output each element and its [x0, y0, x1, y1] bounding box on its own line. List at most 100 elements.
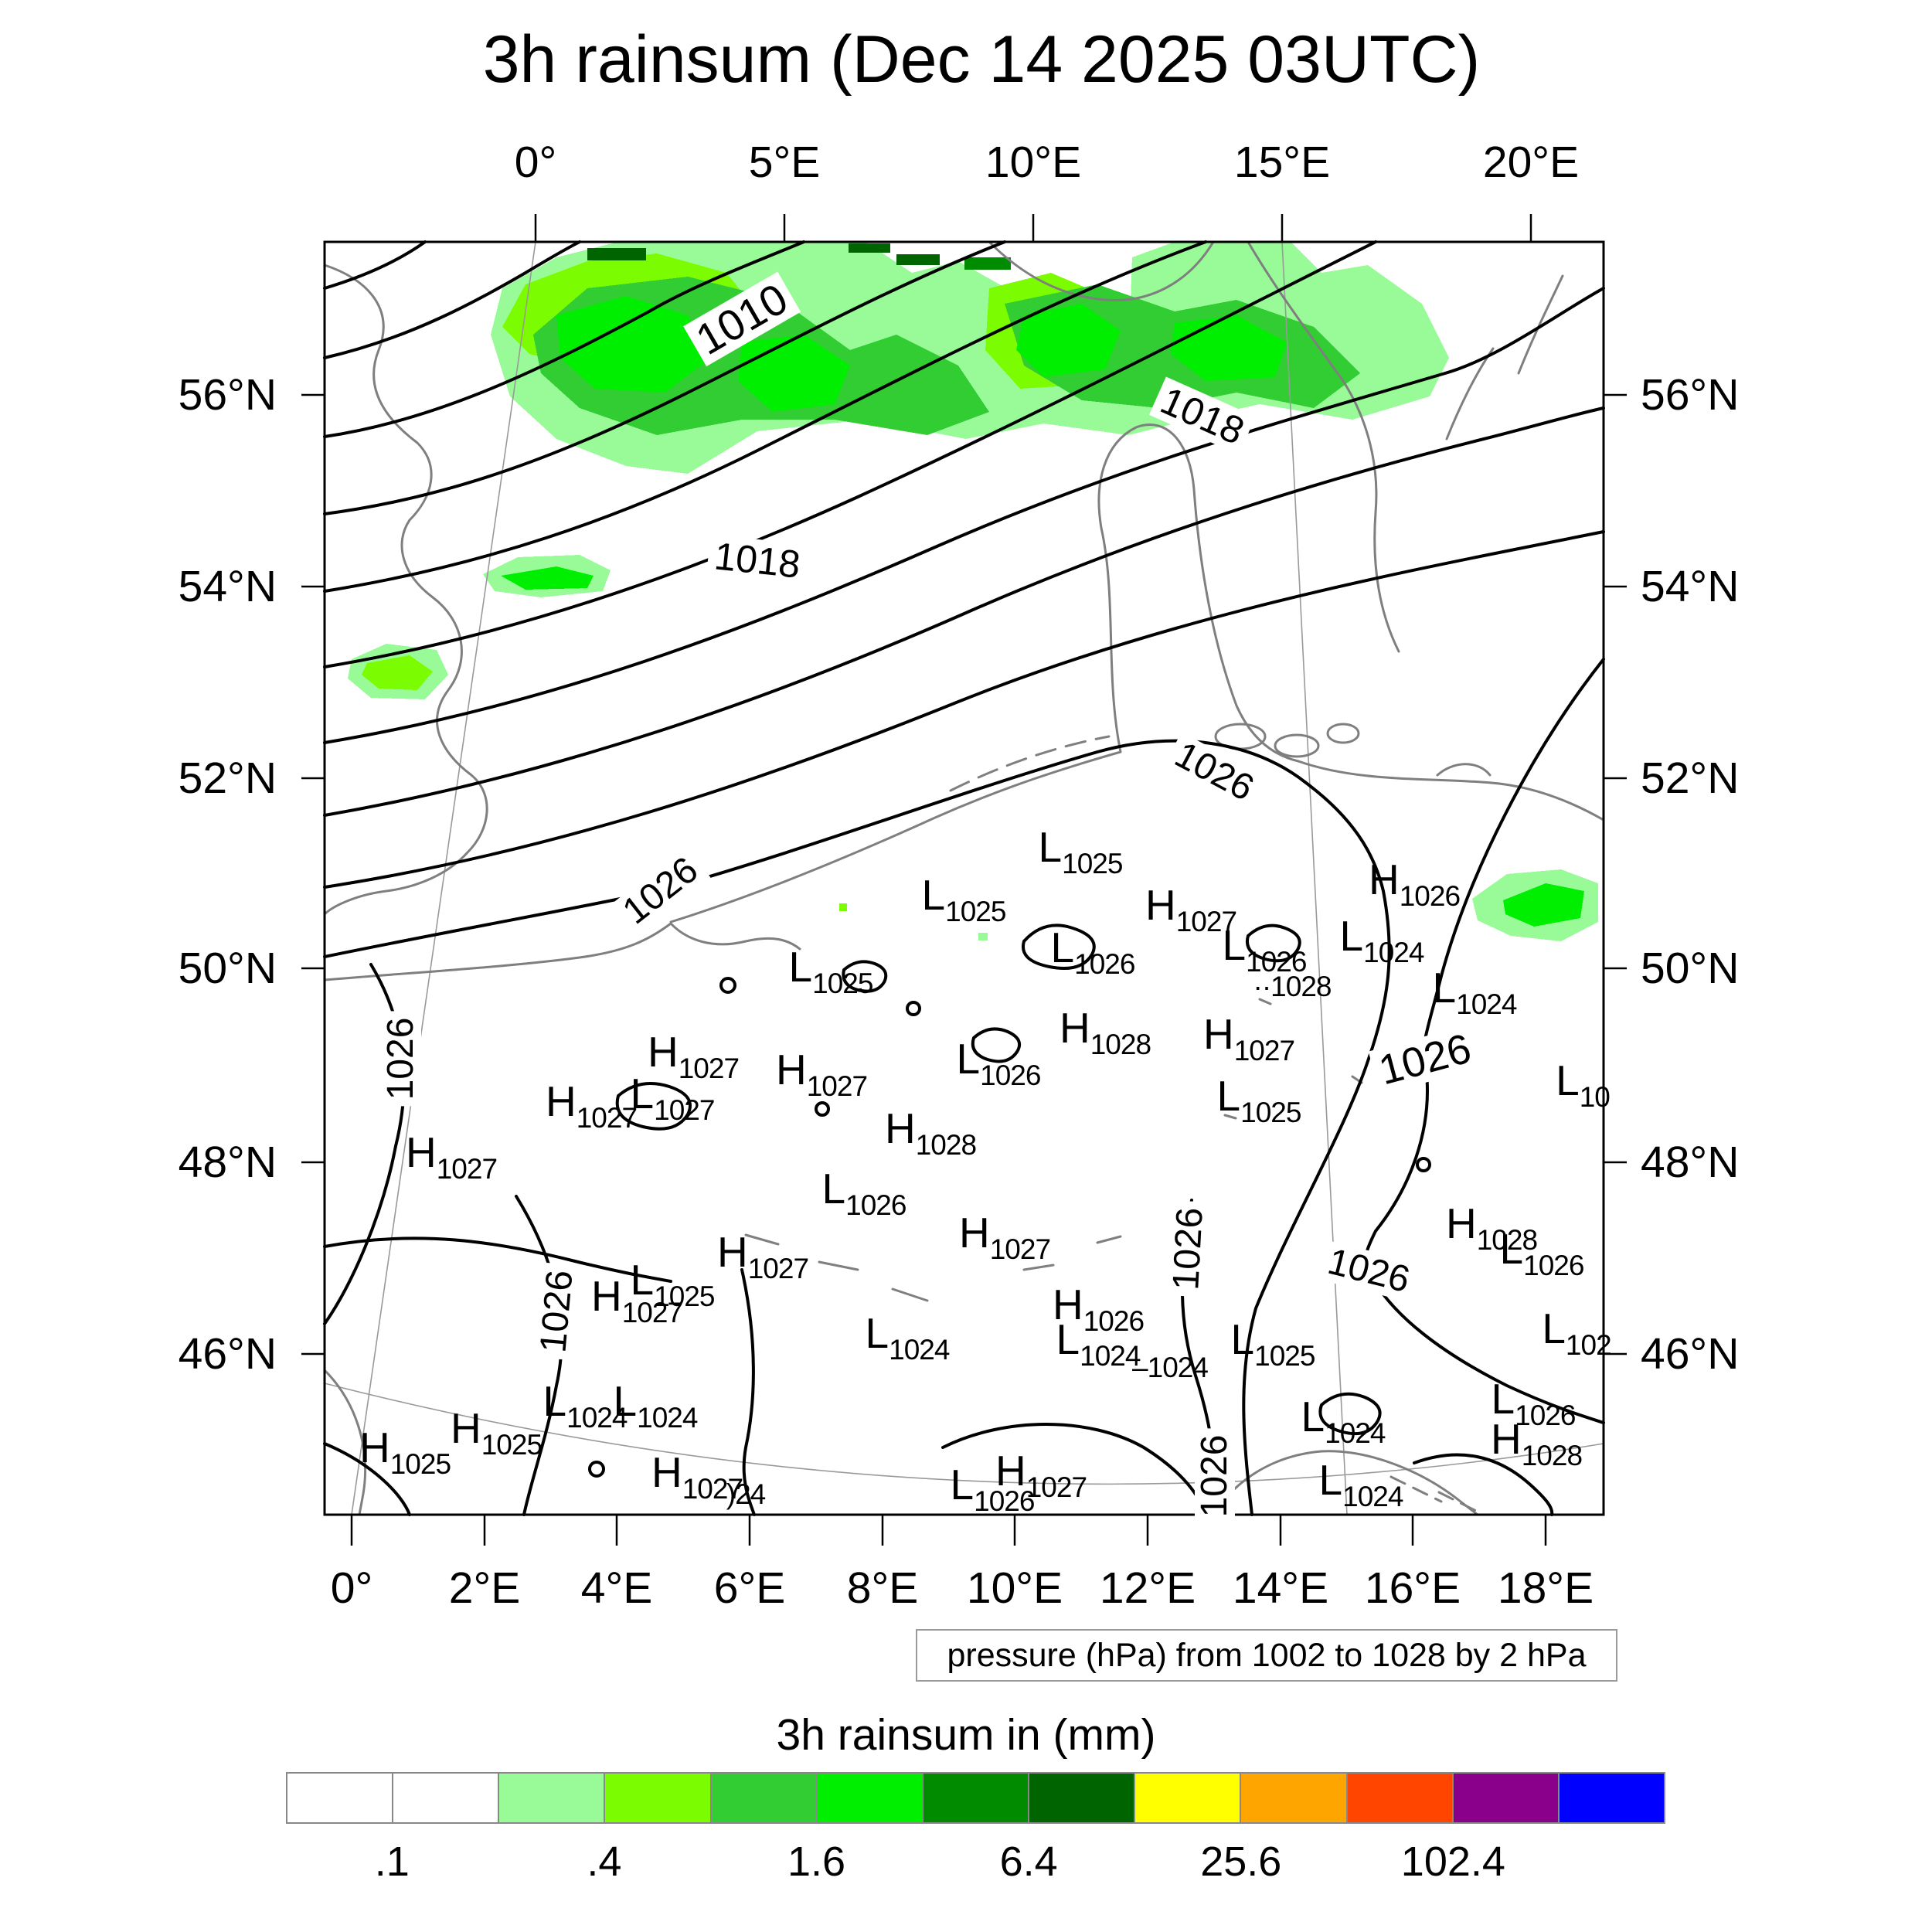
pressure-marker-letter: H — [1145, 881, 1176, 930]
pressure-marker-value: 1027 — [1175, 906, 1237, 938]
pressure-marker-letter: L — [821, 1165, 846, 1213]
pressure-marker-letter: H — [647, 1028, 679, 1077]
axis-tick-label: 52°N — [1641, 753, 1740, 803]
pressure-marker-value: 1026 — [980, 1060, 1041, 1092]
axis-tick-label: 54°N — [1641, 562, 1740, 611]
lake-alps — [1096, 1235, 1122, 1244]
pressure-marker-value: 1028 — [1521, 1440, 1583, 1472]
pressure-marker-L1025: L1025 — [1231, 1318, 1316, 1372]
map-graphics — [301, 214, 1627, 1546]
pressure-marker-letter: H — [359, 1423, 390, 1472]
pressure-marker-letter: L — [1318, 1456, 1343, 1505]
coast-jutland — [1097, 423, 1300, 763]
pressure-marker-letter: L — [613, 1377, 638, 1426]
pressure-marker-letter: L — [1216, 1072, 1241, 1121]
pressure-marker-H1027: H1027 — [647, 1028, 740, 1083]
contour-8E-branch — [740, 1268, 756, 1516]
pressure-caption-box: pressure (hPa) from 1002 to 1028 by 2 hP… — [916, 1629, 1617, 1682]
contour-cell — [842, 960, 888, 993]
axis-tick-label: 0° — [330, 1563, 373, 1613]
pressure-marker-value: 1024 — [1080, 1340, 1141, 1372]
pressure-marker-letter: H — [1368, 855, 1400, 904]
coast-adriatic — [1212, 1450, 1479, 1516]
axis-tick-label: 12°E — [1099, 1563, 1196, 1613]
pressure-marker-letter: L — [1038, 823, 1063, 872]
pressure-marker-value: 1028 — [1090, 1029, 1151, 1061]
coast-gotland — [1517, 274, 1564, 375]
pressure-marker-value: 1024 — [1363, 937, 1424, 969]
pressure-marker-H1028: H1028 — [1060, 1007, 1151, 1061]
axis-tick-label: 15°E — [1233, 138, 1331, 187]
colorbar-tick-label: 25.6 — [1200, 1838, 1282, 1885]
contour-label-1026: 1026 — [1162, 732, 1266, 812]
pressure-marker-H1027: H1027 — [995, 1450, 1087, 1502]
contour-france-branch — [515, 1195, 563, 1516]
axis-tick-label: 54°N — [178, 562, 277, 611]
colorbar — [286, 1772, 1665, 1824]
axis-tick-label: 48°N — [178, 1138, 277, 1187]
pressure-marker-letter: L — [921, 871, 946, 920]
pressure-marker-value: 1025 — [1062, 848, 1123, 880]
pressure-marker-letter: L — [1432, 964, 1457, 1012]
pressure-marker-letter: L — [1222, 921, 1247, 970]
colorbar-tick-label: 6.4 — [999, 1838, 1058, 1885]
contour-dot — [1416, 1157, 1431, 1172]
coast-biscay — [323, 1369, 366, 1516]
pressure-marker-H1028: H1028 — [1446, 1202, 1538, 1257]
pressure-marker-letter: H — [651, 1448, 682, 1497]
colorbar-cell-4 — [711, 1774, 818, 1822]
axis-tick-label: 6°E — [713, 1563, 786, 1613]
coast-normandy — [669, 922, 801, 951]
pressure-marker-value: 1026 — [974, 1485, 1035, 1518]
colorbar-tick-label: 1.6 — [787, 1838, 846, 1885]
pressure-marker-letter: L — [630, 1070, 655, 1118]
contour-label-1026: 1026 — [1194, 1428, 1235, 1524]
pressure-marker-value: 1027 — [576, 1102, 638, 1134]
pressure-marker-letter: L — [950, 1461, 975, 1509]
pressure-marker-fragment: )24 — [726, 1457, 766, 1511]
axis-tick-label: 50°N — [178, 944, 277, 993]
contour-nw — [323, 240, 581, 359]
pressure-marker-letter: H — [884, 1104, 916, 1153]
contour-nw — [323, 240, 1207, 593]
coast-sweden-west — [1247, 240, 1400, 653]
axis-tick-label: 5°E — [748, 138, 821, 187]
colorbar-cell-12 — [1559, 1774, 1665, 1822]
pressure-marker-letter: H — [1052, 1281, 1083, 1329]
pressure-marker-L1024: L1024 — [866, 1312, 951, 1365]
pressure-marker-L1024: L1024 — [543, 1377, 628, 1433]
pressure-marker-value: 1028 — [1476, 1224, 1538, 1257]
pressure-marker-L1026: L1026 — [821, 1165, 907, 1220]
contour-bottomleft — [323, 1236, 672, 1283]
coast-ruegen — [1436, 763, 1492, 777]
pressure-marker-value: 1025 — [1254, 1340, 1315, 1372]
axis-tick-label: 56°N — [1641, 370, 1740, 420]
colorbar-cell-8 — [1135, 1774, 1242, 1822]
pressure-marker-value: 1027 — [747, 1253, 809, 1285]
colorbar-cell-9 — [1241, 1774, 1348, 1822]
pressure-marker-value: 1027 — [436, 1153, 498, 1185]
pressure-marker-value: 1025 — [481, 1429, 543, 1461]
axis-tick-label: 10°E — [985, 138, 1082, 187]
pressure-marker-value: 1026 — [1399, 880, 1461, 913]
lake-speck — [1223, 1114, 1237, 1120]
pressure-marker-value: 1026 — [1246, 946, 1307, 978]
contour-label-1026: 1026 — [1368, 1024, 1482, 1095]
pressure-marker-letter: L — [1542, 1304, 1566, 1353]
rain-area-dark — [896, 254, 940, 265]
pressure-marker-H1027: H1027 — [651, 1448, 743, 1504]
pressure-marker-letter: L — [543, 1377, 567, 1426]
coast-croatia-islands — [1437, 1491, 1482, 1515]
rain-fleck — [978, 933, 988, 940]
pressure-marker-value: )24 — [726, 1478, 766, 1511]
pressure-marker-value: 1027 — [1233, 1035, 1295, 1067]
pressure-marker-H1028: H1028 — [884, 1104, 977, 1160]
pressure-marker-L1025: L1025 — [631, 1259, 716, 1311]
pressure-marker-value: 102 — [1565, 1329, 1612, 1362]
pressure-marker-letter: L — [956, 1035, 981, 1083]
pressure-marker-H1027: H1027 — [776, 1049, 868, 1101]
pressure-marker-value: 1027 — [1026, 1471, 1087, 1504]
pressure-marker-L10: L10 — [1556, 1060, 1611, 1112]
pressure-marker-L1026: L1026 — [1222, 921, 1308, 978]
pressure-marker-L1025: L1025 — [921, 871, 1007, 927]
